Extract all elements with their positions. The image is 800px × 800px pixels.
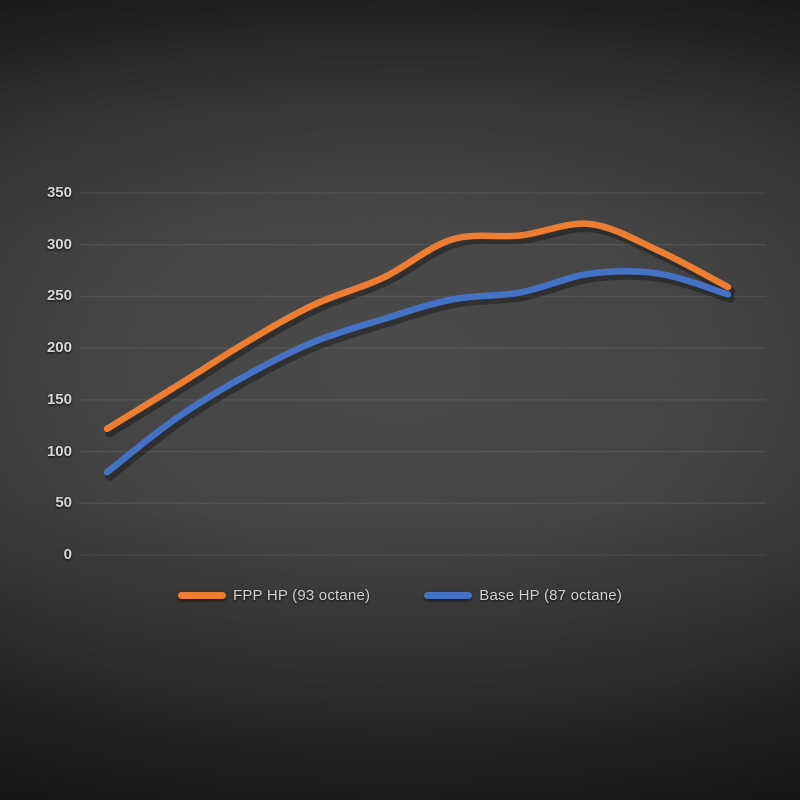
legend-label-base-hp: Base HP (87 octane): [479, 587, 623, 604]
series-line-fpp-hp: [103, 220, 732, 433]
legend-item-fpp-hp: FPP HP (93 octane): [177, 587, 371, 604]
y-axis-tick-label: 150: [46, 390, 72, 408]
base-line-swatch-icon: [424, 592, 473, 599]
y-axis-tick-label: 300: [46, 235, 72, 253]
y-axis-tick-label: 250: [46, 287, 72, 305]
legend-label-fpp-hp: FPP HP (93 octane): [232, 587, 371, 604]
y-axis-tick-label: 350: [46, 184, 72, 201]
gridlines: [80, 192, 766, 556]
line-shadow-base-hp: [105, 270, 735, 481]
y-axis-tick-label: 50: [55, 494, 72, 512]
series-line-base-hp: [103, 267, 732, 476]
y-axis-tick-label: 200: [46, 339, 72, 357]
y-axis-tick-label: 100: [46, 442, 72, 460]
legend: FPP HP (93 octane) Base HP (87 octane): [0, 587, 800, 604]
legend-item-base-hp: Base HP (87 octane): [424, 587, 622, 604]
fpp-line-swatch-icon: [177, 592, 226, 599]
y-axis-tick-label: 0: [63, 546, 72, 563]
series-lines: [103, 220, 732, 476]
line-shadows: [105, 223, 735, 481]
